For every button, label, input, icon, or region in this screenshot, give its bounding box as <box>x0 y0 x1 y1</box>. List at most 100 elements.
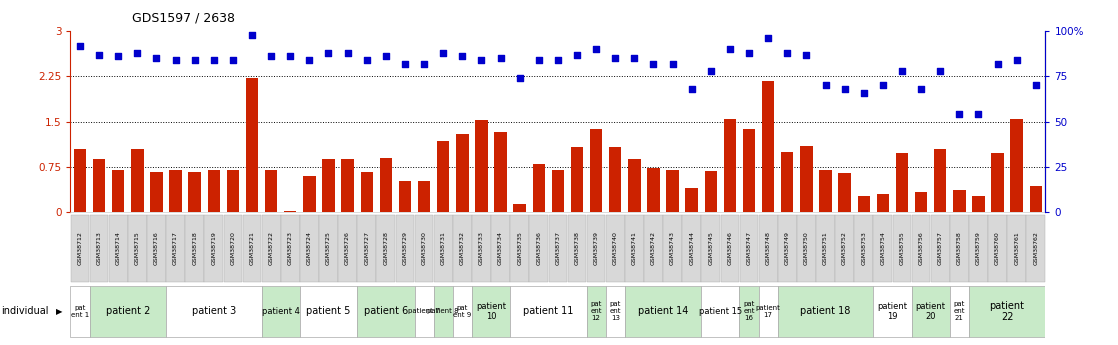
Point <box>740 50 758 56</box>
Bar <box>494 132 506 212</box>
Text: pat
ent
12: pat ent 12 <box>590 302 601 321</box>
FancyBboxPatch shape <box>797 215 816 282</box>
Point <box>243 32 260 38</box>
FancyBboxPatch shape <box>319 215 338 282</box>
FancyBboxPatch shape <box>701 215 720 282</box>
Text: GSM38747: GSM38747 <box>747 231 751 265</box>
FancyBboxPatch shape <box>167 215 184 282</box>
Bar <box>742 129 756 212</box>
FancyBboxPatch shape <box>625 286 701 337</box>
Point <box>721 47 739 52</box>
Text: patient
20: patient 20 <box>916 302 946 321</box>
Text: GSM38726: GSM38726 <box>345 231 350 265</box>
Bar <box>877 194 889 212</box>
Bar <box>666 170 679 212</box>
Text: patient 18: patient 18 <box>800 306 851 316</box>
Text: patient 7: patient 7 <box>408 308 439 314</box>
Text: patient 11: patient 11 <box>523 306 574 316</box>
Text: patient
22: patient 22 <box>989 300 1024 322</box>
Point <box>587 47 605 52</box>
Bar <box>246 78 258 212</box>
FancyBboxPatch shape <box>89 215 108 282</box>
Point <box>988 61 1006 67</box>
Point <box>473 57 491 63</box>
Text: GSM38762: GSM38762 <box>1033 231 1039 265</box>
Text: GSM38749: GSM38749 <box>785 231 789 265</box>
Text: pat
ent 9: pat ent 9 <box>453 305 472 318</box>
Point <box>549 57 567 63</box>
FancyBboxPatch shape <box>816 215 835 282</box>
FancyBboxPatch shape <box>205 215 224 282</box>
Point <box>282 54 300 59</box>
Text: GSM38731: GSM38731 <box>440 231 446 265</box>
Text: GDS1597 / 2638: GDS1597 / 2638 <box>132 11 235 24</box>
FancyBboxPatch shape <box>165 286 262 337</box>
FancyBboxPatch shape <box>549 215 567 282</box>
Text: GSM38725: GSM38725 <box>326 231 331 265</box>
Text: GSM38715: GSM38715 <box>135 231 140 265</box>
Bar <box>131 149 143 212</box>
Bar <box>858 196 870 212</box>
Text: GSM38723: GSM38723 <box>287 231 293 265</box>
Text: individual: individual <box>1 306 48 316</box>
Point <box>205 57 222 63</box>
Text: GSM38744: GSM38744 <box>689 231 694 265</box>
Point <box>454 54 472 59</box>
Bar <box>609 147 622 212</box>
FancyBboxPatch shape <box>759 286 778 337</box>
Bar <box>265 170 277 212</box>
Text: GSM38734: GSM38734 <box>498 231 503 265</box>
Point <box>931 68 949 74</box>
Bar <box>112 170 124 212</box>
Point <box>129 50 146 56</box>
Text: patient
17: patient 17 <box>756 305 780 318</box>
FancyBboxPatch shape <box>510 286 587 337</box>
Bar <box>322 159 334 212</box>
FancyBboxPatch shape <box>568 215 586 282</box>
FancyBboxPatch shape <box>357 286 415 337</box>
FancyBboxPatch shape <box>663 215 682 282</box>
FancyBboxPatch shape <box>911 215 930 282</box>
Bar <box>380 158 392 212</box>
FancyBboxPatch shape <box>950 215 968 282</box>
FancyBboxPatch shape <box>262 215 281 282</box>
Bar <box>303 176 315 212</box>
Text: GSM38758: GSM38758 <box>957 231 961 265</box>
FancyBboxPatch shape <box>759 215 777 282</box>
FancyBboxPatch shape <box>472 215 491 282</box>
Point <box>492 56 510 61</box>
FancyBboxPatch shape <box>835 215 854 282</box>
FancyBboxPatch shape <box>281 215 300 282</box>
Point <box>224 57 241 63</box>
Point <box>606 56 624 61</box>
Point <box>320 50 338 56</box>
FancyBboxPatch shape <box>988 215 1007 282</box>
FancyBboxPatch shape <box>434 286 453 337</box>
Text: GSM38721: GSM38721 <box>249 231 255 265</box>
FancyBboxPatch shape <box>778 286 873 337</box>
Point <box>72 43 89 48</box>
Point <box>797 52 815 57</box>
Bar <box>74 149 86 212</box>
Point <box>759 36 777 41</box>
Point <box>110 54 127 59</box>
FancyBboxPatch shape <box>377 215 395 282</box>
Bar <box>628 159 641 212</box>
Point <box>625 56 643 61</box>
Bar <box>934 149 947 212</box>
Bar <box>227 170 239 212</box>
FancyBboxPatch shape <box>606 286 625 337</box>
Text: GSM38750: GSM38750 <box>804 231 809 265</box>
Point <box>778 50 796 56</box>
Text: pat
ent
16: pat ent 16 <box>743 302 755 321</box>
Text: GSM38743: GSM38743 <box>670 231 675 265</box>
FancyBboxPatch shape <box>224 215 243 282</box>
Point <box>301 57 319 63</box>
FancyBboxPatch shape <box>530 215 548 282</box>
Text: GSM38717: GSM38717 <box>173 231 178 265</box>
FancyBboxPatch shape <box>644 215 663 282</box>
Text: GSM38722: GSM38722 <box>268 231 274 265</box>
FancyBboxPatch shape <box>969 215 988 282</box>
Text: patient 8: patient 8 <box>427 308 459 314</box>
Point <box>874 82 892 88</box>
